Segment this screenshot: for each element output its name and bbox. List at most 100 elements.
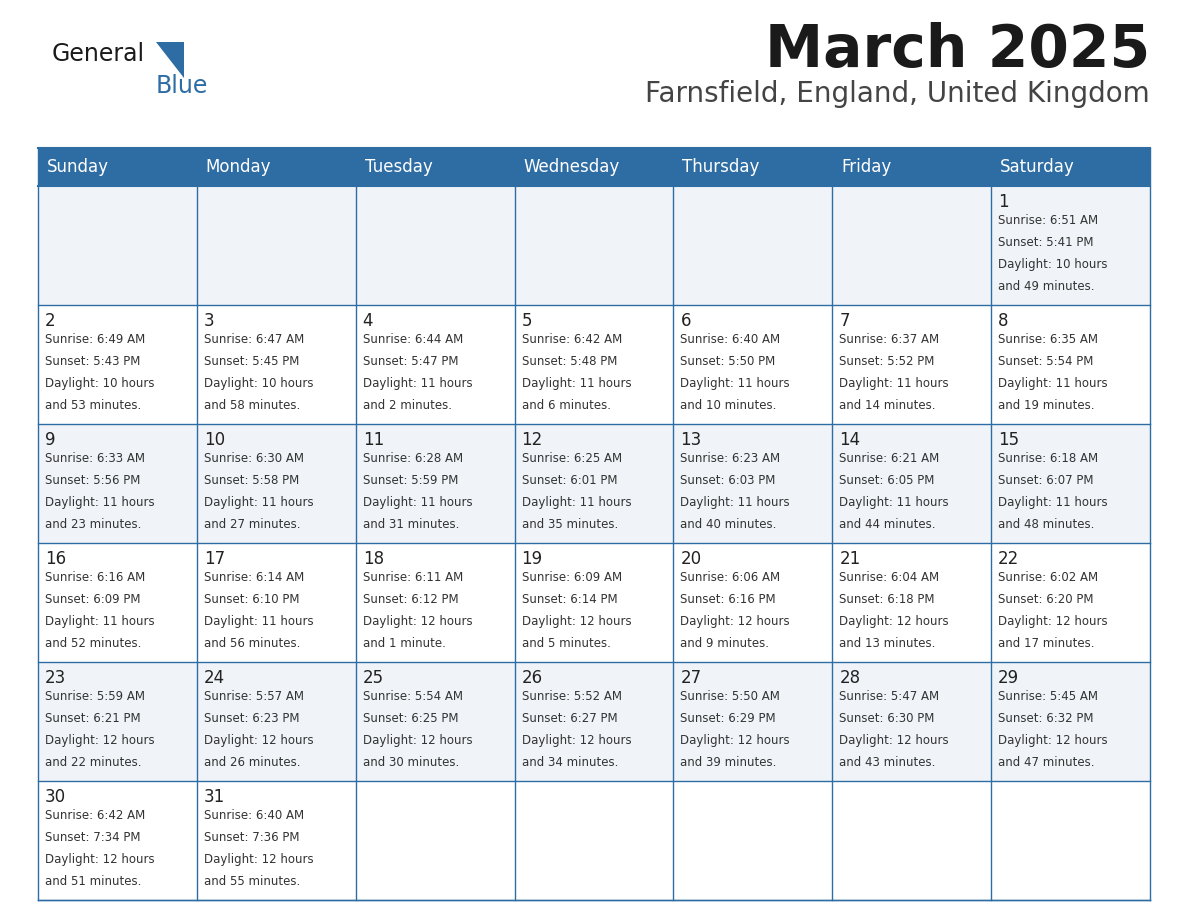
Text: Sunset: 6:01 PM: Sunset: 6:01 PM xyxy=(522,474,617,487)
Text: Sunrise: 6:42 AM: Sunrise: 6:42 AM xyxy=(45,809,145,822)
Text: Sunrise: 5:50 AM: Sunrise: 5:50 AM xyxy=(681,690,781,703)
Text: Sunset: 6:23 PM: Sunset: 6:23 PM xyxy=(204,712,299,725)
Text: Sunrise: 6:33 AM: Sunrise: 6:33 AM xyxy=(45,452,145,465)
Text: Sunset: 5:59 PM: Sunset: 5:59 PM xyxy=(362,474,459,487)
Text: and 6 minutes.: and 6 minutes. xyxy=(522,399,611,412)
Text: 4: 4 xyxy=(362,312,373,330)
Text: Daylight: 10 hours: Daylight: 10 hours xyxy=(45,377,154,390)
Text: and 13 minutes.: and 13 minutes. xyxy=(839,637,936,650)
Text: Sunrise: 6:16 AM: Sunrise: 6:16 AM xyxy=(45,571,145,584)
Text: Sunrise: 6:35 AM: Sunrise: 6:35 AM xyxy=(998,333,1098,346)
Text: 17: 17 xyxy=(204,550,225,568)
Text: Daylight: 11 hours: Daylight: 11 hours xyxy=(839,377,949,390)
Text: and 17 minutes.: and 17 minutes. xyxy=(998,637,1094,650)
Text: Daylight: 11 hours: Daylight: 11 hours xyxy=(522,377,631,390)
Text: Sunset: 6:12 PM: Sunset: 6:12 PM xyxy=(362,593,459,606)
Text: Daylight: 12 hours: Daylight: 12 hours xyxy=(522,615,631,628)
Text: Daylight: 12 hours: Daylight: 12 hours xyxy=(362,734,473,747)
Text: Sunrise: 6:21 AM: Sunrise: 6:21 AM xyxy=(839,452,940,465)
Text: 27: 27 xyxy=(681,669,702,687)
Text: Daylight: 11 hours: Daylight: 11 hours xyxy=(204,496,314,509)
Text: 2: 2 xyxy=(45,312,56,330)
Text: Daylight: 11 hours: Daylight: 11 hours xyxy=(45,615,154,628)
Text: Sunset: 7:34 PM: Sunset: 7:34 PM xyxy=(45,831,140,844)
Text: Friday: Friday xyxy=(841,158,891,176)
Text: Sunset: 5:45 PM: Sunset: 5:45 PM xyxy=(204,355,299,368)
Text: Daylight: 12 hours: Daylight: 12 hours xyxy=(839,615,949,628)
Bar xyxy=(38,305,1150,424)
Text: Sunrise: 5:57 AM: Sunrise: 5:57 AM xyxy=(204,690,304,703)
Text: 7: 7 xyxy=(839,312,849,330)
Text: Sunset: 5:56 PM: Sunset: 5:56 PM xyxy=(45,474,140,487)
Text: Daylight: 11 hours: Daylight: 11 hours xyxy=(522,496,631,509)
Text: Farnsfield, England, United Kingdom: Farnsfield, England, United Kingdom xyxy=(645,80,1150,108)
Text: Daylight: 11 hours: Daylight: 11 hours xyxy=(45,496,154,509)
Text: and 23 minutes.: and 23 minutes. xyxy=(45,518,141,532)
Text: Sunset: 5:50 PM: Sunset: 5:50 PM xyxy=(681,355,776,368)
Text: 9: 9 xyxy=(45,431,56,449)
Text: and 26 minutes.: and 26 minutes. xyxy=(204,756,301,769)
Text: Daylight: 10 hours: Daylight: 10 hours xyxy=(998,258,1107,271)
Text: and 2 minutes.: and 2 minutes. xyxy=(362,399,451,412)
Text: Saturday: Saturday xyxy=(1000,158,1075,176)
Text: Sunrise: 6:30 AM: Sunrise: 6:30 AM xyxy=(204,452,304,465)
Text: and 53 minutes.: and 53 minutes. xyxy=(45,399,141,412)
Text: and 49 minutes.: and 49 minutes. xyxy=(998,280,1094,293)
Text: Daylight: 12 hours: Daylight: 12 hours xyxy=(45,853,154,866)
Text: Sunset: 6:21 PM: Sunset: 6:21 PM xyxy=(45,712,140,725)
Text: Monday: Monday xyxy=(206,158,271,176)
Text: 11: 11 xyxy=(362,431,384,449)
Text: 8: 8 xyxy=(998,312,1009,330)
Text: 3: 3 xyxy=(204,312,215,330)
Text: Daylight: 12 hours: Daylight: 12 hours xyxy=(522,734,631,747)
Text: Sunrise: 6:47 AM: Sunrise: 6:47 AM xyxy=(204,333,304,346)
Text: Sunset: 6:05 PM: Sunset: 6:05 PM xyxy=(839,474,935,487)
Text: Daylight: 12 hours: Daylight: 12 hours xyxy=(681,615,790,628)
Text: and 40 minutes.: and 40 minutes. xyxy=(681,518,777,532)
Text: Sunset: 6:29 PM: Sunset: 6:29 PM xyxy=(681,712,776,725)
Text: and 52 minutes.: and 52 minutes. xyxy=(45,637,141,650)
Text: Daylight: 11 hours: Daylight: 11 hours xyxy=(998,377,1107,390)
Text: Daylight: 11 hours: Daylight: 11 hours xyxy=(681,377,790,390)
Text: and 34 minutes.: and 34 minutes. xyxy=(522,756,618,769)
Text: Sunset: 6:25 PM: Sunset: 6:25 PM xyxy=(362,712,459,725)
Text: Sunset: 6:07 PM: Sunset: 6:07 PM xyxy=(998,474,1094,487)
Text: Sunset: 6:03 PM: Sunset: 6:03 PM xyxy=(681,474,776,487)
Text: and 39 minutes.: and 39 minutes. xyxy=(681,756,777,769)
Text: Sunrise: 5:47 AM: Sunrise: 5:47 AM xyxy=(839,690,940,703)
Text: Wednesday: Wednesday xyxy=(524,158,620,176)
Text: Sunset: 5:58 PM: Sunset: 5:58 PM xyxy=(204,474,299,487)
Text: Sunrise: 6:23 AM: Sunrise: 6:23 AM xyxy=(681,452,781,465)
Text: 24: 24 xyxy=(204,669,225,687)
Bar xyxy=(38,186,1150,305)
Text: and 48 minutes.: and 48 minutes. xyxy=(998,518,1094,532)
Text: Thursday: Thursday xyxy=(682,158,760,176)
Text: Sunrise: 5:45 AM: Sunrise: 5:45 AM xyxy=(998,690,1098,703)
Text: Sunset: 6:16 PM: Sunset: 6:16 PM xyxy=(681,593,776,606)
Text: March 2025: March 2025 xyxy=(765,22,1150,79)
Text: Sunrise: 6:42 AM: Sunrise: 6:42 AM xyxy=(522,333,621,346)
Text: Sunset: 6:09 PM: Sunset: 6:09 PM xyxy=(45,593,140,606)
Text: Tuesday: Tuesday xyxy=(365,158,432,176)
Text: Daylight: 12 hours: Daylight: 12 hours xyxy=(839,734,949,747)
Text: Sunset: 6:30 PM: Sunset: 6:30 PM xyxy=(839,712,935,725)
Text: Sunrise: 6:09 AM: Sunrise: 6:09 AM xyxy=(522,571,621,584)
Text: General: General xyxy=(52,42,145,66)
Text: 1: 1 xyxy=(998,193,1009,211)
Text: and 35 minutes.: and 35 minutes. xyxy=(522,518,618,532)
Text: Daylight: 12 hours: Daylight: 12 hours xyxy=(998,615,1107,628)
Text: Daylight: 11 hours: Daylight: 11 hours xyxy=(362,496,473,509)
Text: 12: 12 xyxy=(522,431,543,449)
Text: and 19 minutes.: and 19 minutes. xyxy=(998,399,1094,412)
Text: and 31 minutes.: and 31 minutes. xyxy=(362,518,459,532)
Text: and 30 minutes.: and 30 minutes. xyxy=(362,756,459,769)
Text: Sunrise: 5:59 AM: Sunrise: 5:59 AM xyxy=(45,690,145,703)
Text: Sunrise: 6:49 AM: Sunrise: 6:49 AM xyxy=(45,333,145,346)
Bar xyxy=(38,662,1150,781)
Text: Sunset: 6:32 PM: Sunset: 6:32 PM xyxy=(998,712,1094,725)
Text: 26: 26 xyxy=(522,669,543,687)
Text: 6: 6 xyxy=(681,312,691,330)
Text: 10: 10 xyxy=(204,431,225,449)
Text: Sunset: 5:54 PM: Sunset: 5:54 PM xyxy=(998,355,1093,368)
Text: Sunrise: 6:37 AM: Sunrise: 6:37 AM xyxy=(839,333,940,346)
